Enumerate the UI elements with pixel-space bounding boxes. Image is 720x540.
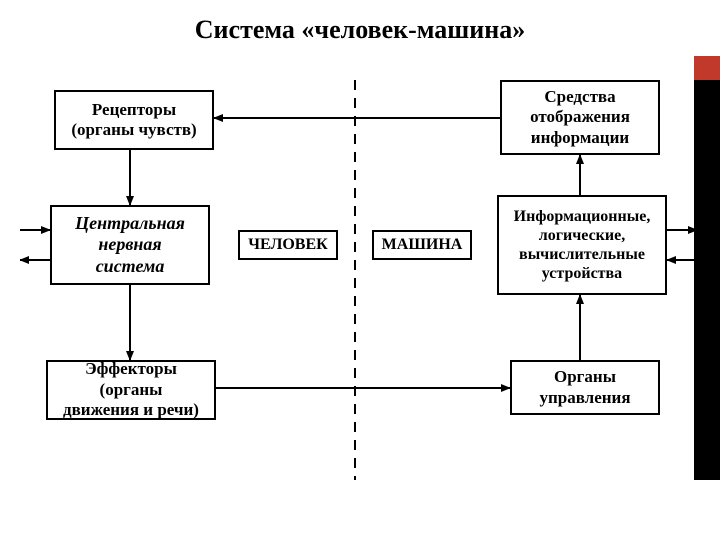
page-title: Система «человек-машина» <box>0 15 720 45</box>
flowchart-node-n3: Эффекторы (органыдвижения и речи) <box>46 360 216 420</box>
flowchart-node-n1: Рецепторы(органы чувств) <box>54 90 214 150</box>
flowchart-node-n7: Информационные,логические,вычислительные… <box>497 195 667 295</box>
accent-stripe-red <box>694 56 720 80</box>
flowchart-diagram: Рецепторы(органы чувств) Центральнаянервн… <box>20 80 700 500</box>
flowchart-node-n8: Органыуправления <box>510 360 660 415</box>
flowchart-node-n4: ЧЕЛОВЕК <box>238 230 338 260</box>
flowchart-node-n6: Средстваотображенияинформации <box>500 80 660 155</box>
flowchart-node-n2: Центральнаянервнаясистема <box>50 205 210 285</box>
flowchart-node-n5: МАШИНА <box>372 230 472 260</box>
